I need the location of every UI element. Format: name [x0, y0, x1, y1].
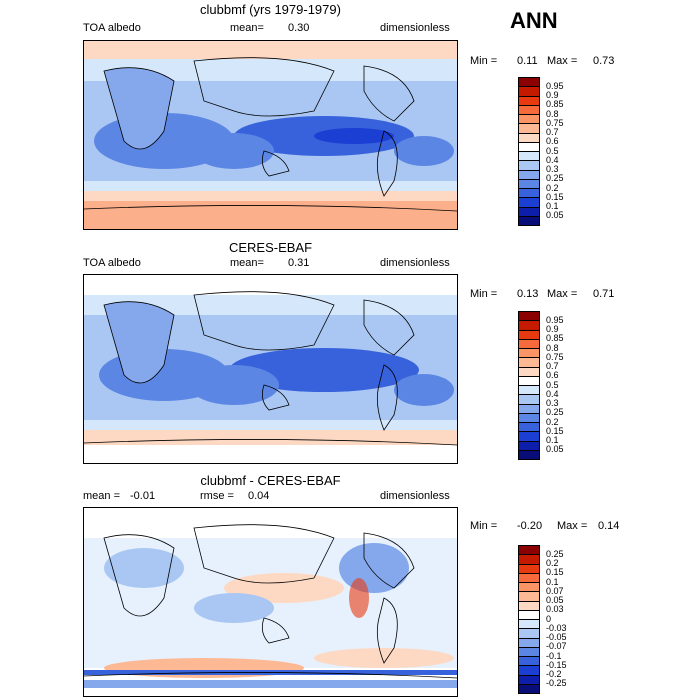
- colorbar-tick-label: 0.4: [546, 388, 559, 399]
- panel2-mean-label: mean=: [230, 257, 264, 269]
- colorbar-tick-label: 0.75: [546, 351, 564, 362]
- colorbar-tick-label: 0.6: [546, 136, 559, 147]
- panel3-max-value: 0.14: [598, 520, 620, 532]
- panel1-units: dimensionless: [380, 22, 450, 34]
- panel2-min-value: 0.13: [517, 288, 539, 300]
- colorbar-tick-label: -0.05: [546, 632, 567, 642]
- colorbar-tick-label: 0.6: [546, 370, 559, 381]
- panel2-max-label: Max =: [547, 288, 578, 300]
- colorbar-tick-label: 0.03: [546, 604, 564, 615]
- colorbar-tick-label: 0.05: [546, 595, 564, 605]
- colorbar-tick-label: -0.2: [546, 669, 562, 679]
- colorbar-tick-label: 0.95: [546, 80, 564, 91]
- colorbar-tick-label: 0.15: [546, 567, 564, 578]
- panel1-max-label: Max =: [547, 55, 578, 67]
- panel2-units: dimensionless: [380, 257, 450, 269]
- colorbar-tick-label: 0.2: [546, 182, 559, 193]
- panel1-colorbar: 0.95 0.9 0.85 0.8 0.75 0.7 0.6 0.5 0.4 0.3 0.25 0.2…: [518, 77, 598, 226]
- panel1-map: [83, 40, 458, 230]
- colorbar-tick-label: 0.95: [546, 314, 564, 325]
- panel2-map: [83, 274, 458, 464]
- colorbar-tick-label: 0.5: [546, 379, 559, 390]
- colorbar-tick-label: 0.15: [546, 191, 564, 202]
- panel1-map-svg: [84, 41, 457, 229]
- colorbar-tick-label: -0.1: [546, 650, 562, 661]
- panel2-map-svg: [84, 275, 457, 463]
- colorbar-tick-label: 0.3: [546, 164, 559, 174]
- panel3-map-svg: [84, 508, 457, 696]
- colorbar-tick-label: 0.25: [546, 548, 564, 559]
- panel2-title: CERES-EBAF: [228, 240, 313, 255]
- colorbar-tick-label: 0.25: [546, 173, 564, 184]
- colorbar-tick-label: -0.03: [546, 622, 567, 633]
- panel3-map: [83, 507, 458, 697]
- panel1-min-label: Min =: [470, 55, 498, 67]
- panel3-mean-value: -0.01: [130, 490, 156, 502]
- colorbar-tick-label: 0.8: [546, 342, 559, 353]
- colorbar-tick-label: 0.4: [546, 154, 559, 165]
- colorbar-tick-label: 0.75: [546, 117, 564, 128]
- panel3-rmse-label: rmse =: [200, 490, 234, 502]
- colorbar-tick-label: -0.15: [546, 659, 567, 670]
- panel1-max-value: 0.73: [593, 55, 615, 67]
- colorbar-tick-label: 0.1: [546, 435, 559, 445]
- panel3-mean-label: mean =: [83, 490, 120, 502]
- panel1-mean-value: 0.30: [288, 22, 310, 34]
- panel1-mean-label: mean=: [230, 22, 264, 34]
- panel2-max-value: 0.71: [593, 288, 615, 300]
- panel1-min-value: 0.11: [517, 55, 538, 67]
- panel1-variable-label: TOA albedo: [83, 22, 141, 34]
- colorbar-tick-label: 0.5: [546, 145, 559, 156]
- colorbar-tick-label: 0.9: [546, 90, 559, 100]
- panel2-min-label: Min =: [470, 288, 498, 300]
- panel3-units: dimensionless: [380, 490, 450, 502]
- colorbar-tick-label: 0.9: [546, 324, 559, 334]
- colorbar-tick-label: -0.25: [546, 678, 567, 689]
- colorbar-tick-label: -0.07: [546, 641, 567, 652]
- colorbar-tick-label: 0.2: [546, 416, 559, 427]
- colorbar-tick-label: 0.15: [546, 425, 564, 436]
- colorbar-tick-label: 0.05: [546, 444, 564, 455]
- colorbar-tick-label: 0: [546, 613, 552, 624]
- panel3-rmse-value: 0.04: [248, 490, 270, 502]
- season-annotation: ANN: [510, 8, 558, 33]
- panel1-title: clubbmf (yrs 1979-1979): [200, 2, 341, 17]
- panel3-min-value: -0.20: [517, 520, 543, 532]
- colorbar-tick-label: 0.1: [546, 201, 559, 211]
- panel3-min-label: Min =: [470, 520, 498, 532]
- colorbar-tick-label: 0.2: [546, 558, 559, 568]
- panel3-title: clubbmf - CERES-EBAF: [200, 473, 341, 488]
- panel2-variable-label: TOA albedo: [83, 257, 141, 269]
- colorbar-tick-label: 0.05: [546, 210, 564, 221]
- panel2-colorbar: 0.95 0.9 0.85 0.8 0.75 0.7 0.6 0.5 0.4 0.3 0.25 0.2…: [518, 311, 598, 460]
- panel3-max-label: Max =: [557, 520, 588, 532]
- colorbar-swatch: [518, 449, 540, 460]
- colorbar-tick-label: 0.85: [546, 333, 564, 344]
- colorbar-tick-label: 0.3: [546, 398, 559, 408]
- colorbar-swatch: [518, 215, 540, 226]
- colorbar-tick-label: 0.85: [546, 99, 564, 110]
- colorbar-tick-label: 0.8: [546, 108, 559, 119]
- panel3-colorbar: 0.25 0.2 0.15 0.1 0.07 0.05 0.03 0 -0.03 -0.05 -0.…: [518, 545, 598, 694]
- colorbar-tick-label: 0.7: [546, 127, 559, 137]
- colorbar-swatch: [518, 683, 540, 694]
- colorbar-tick-label: 0.25: [546, 407, 564, 418]
- panel2-mean-value: 0.31: [288, 257, 310, 269]
- colorbar-tick-label: 0.7: [546, 361, 559, 371]
- colorbar-tick-label: 0.1: [546, 576, 559, 587]
- colorbar-tick-label: 0.07: [546, 585, 564, 596]
